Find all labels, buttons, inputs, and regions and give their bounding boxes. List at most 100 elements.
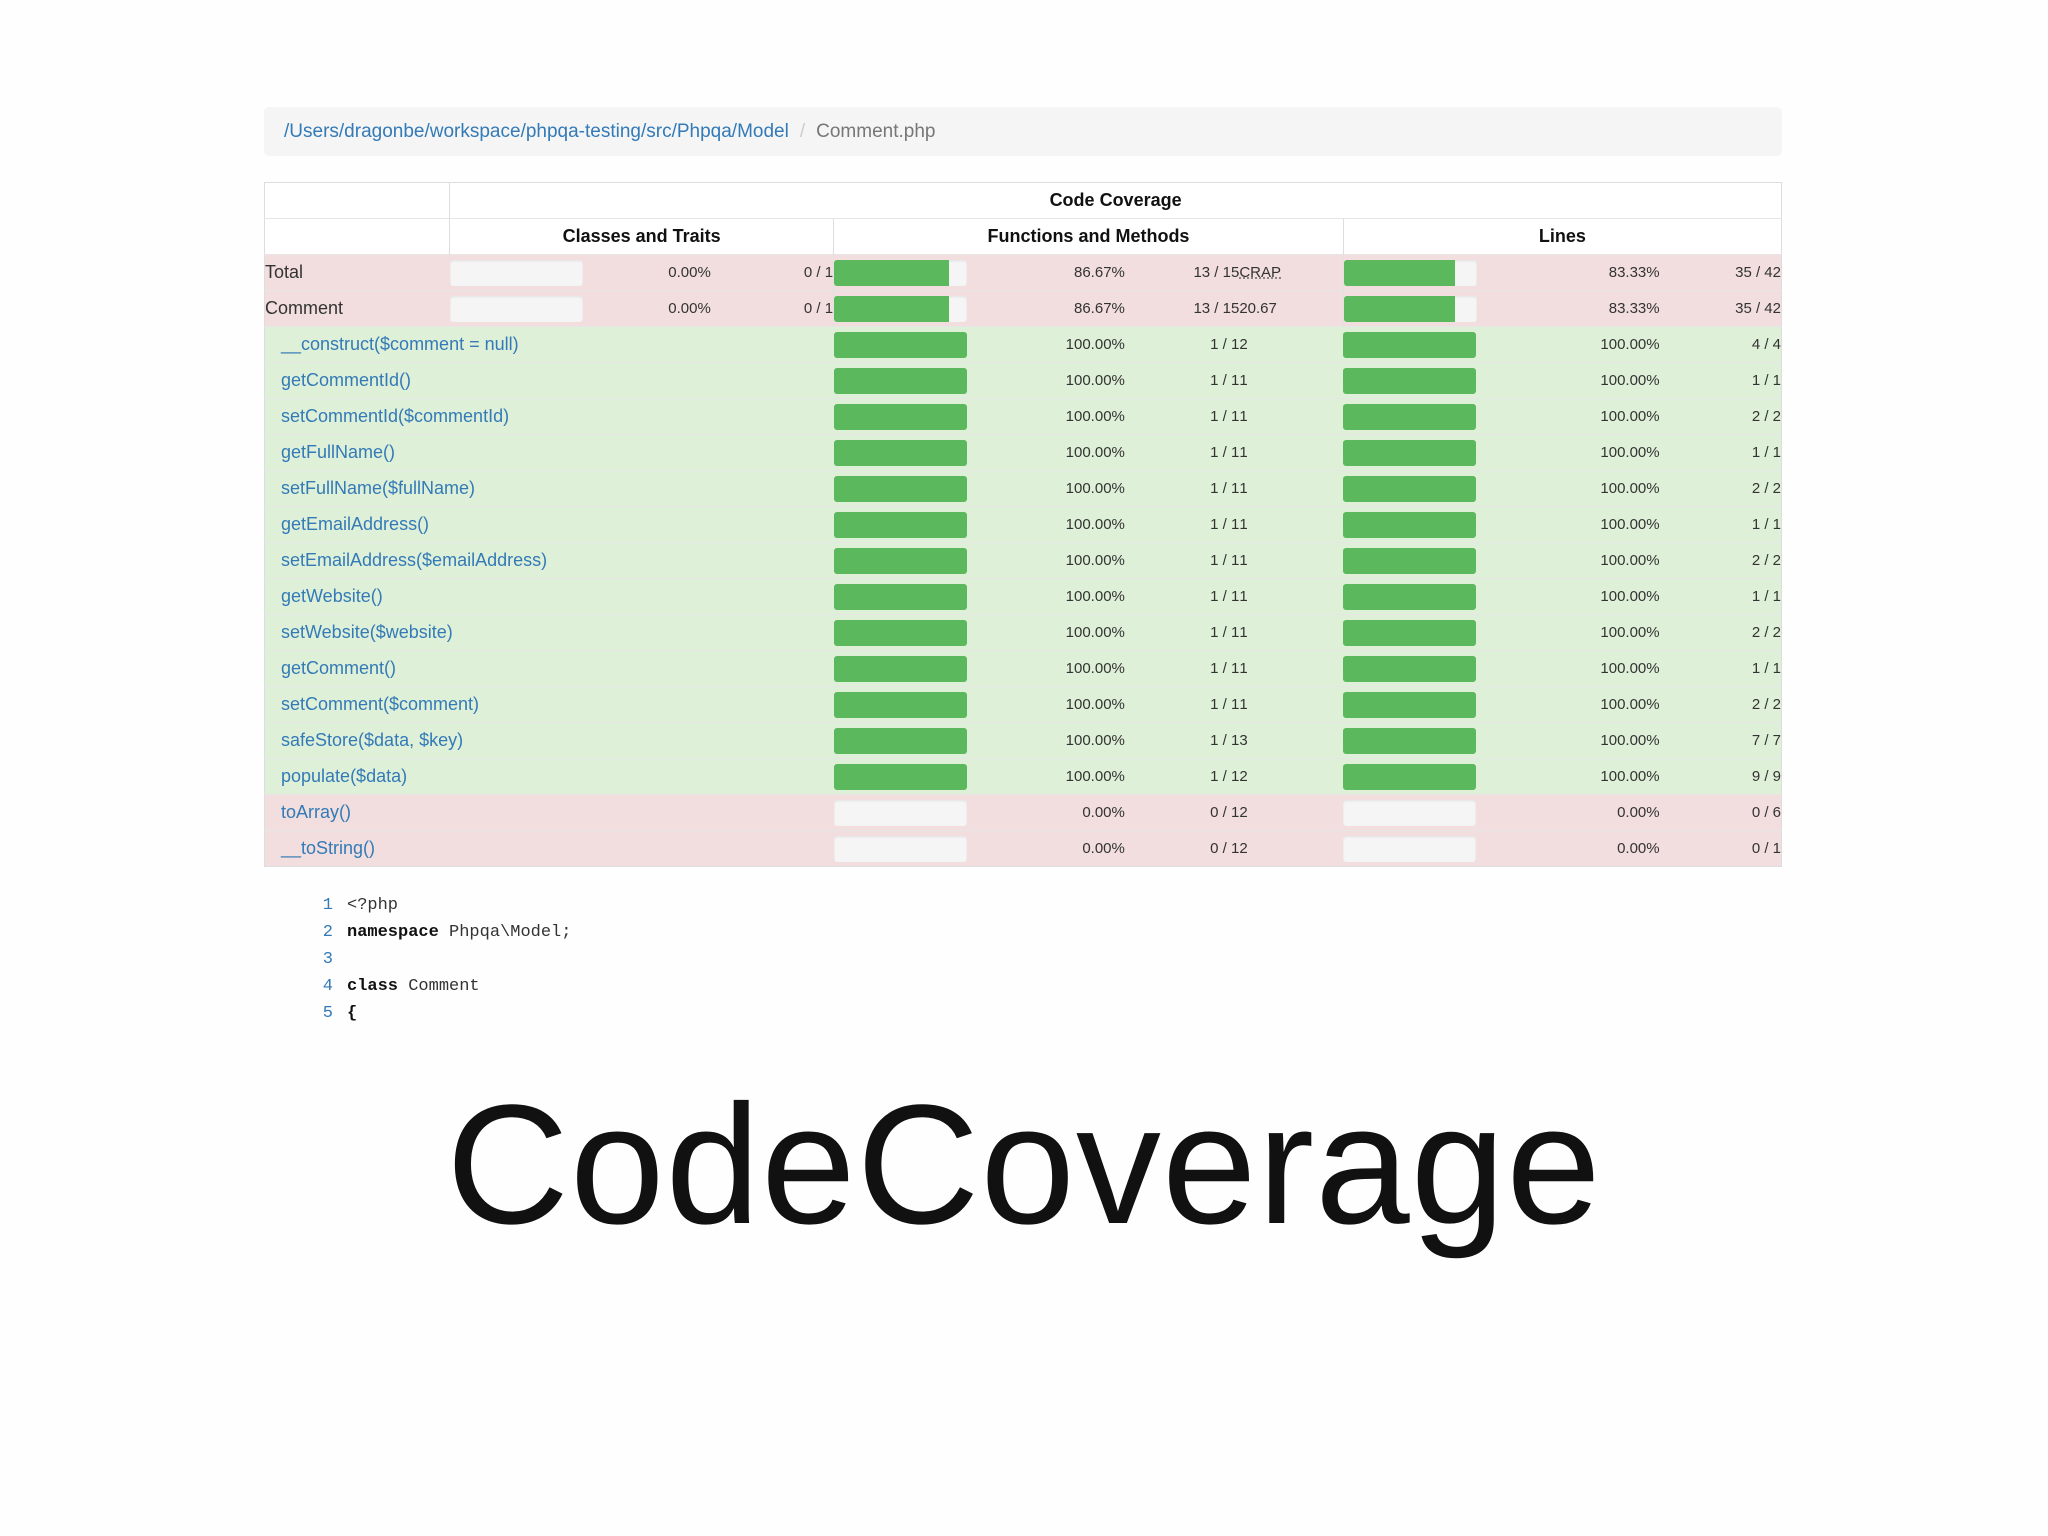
lines-progress-bar-cell [1343, 794, 1506, 831]
functions-progress-bar-cell [833, 650, 990, 687]
functions-progress-bar-cell [833, 254, 990, 291]
line-number[interactable]: 5 [322, 1004, 333, 1023]
breadcrumb-path-link[interactable]: /Users/dragonbe/workspace/phpqa-testing/… [284, 120, 789, 142]
lines-count: 35 / 42 [1659, 254, 1782, 291]
method-link[interactable]: getCommentId() [281, 370, 412, 390]
functions-progress-bar-fill [833, 619, 967, 646]
lines-percent: 100.00% [1505, 362, 1660, 399]
line-number[interactable]: 1 [322, 896, 333, 915]
crap-value: 2 [1239, 830, 1344, 867]
functions-percent: 100.00% [989, 470, 1125, 507]
lines-progress-bar [1343, 439, 1477, 466]
lines-progress-bar [1343, 799, 1477, 826]
lines-progress-bar-fill [1343, 727, 1477, 754]
method-link[interactable]: toArray() [281, 802, 352, 822]
functions-progress-bar-fill [834, 295, 950, 322]
method-row: __construct($comment = null) 100.00% 1 / 1… [264, 326, 1782, 363]
method-link[interactable]: setFullName($fullName) [281, 478, 476, 498]
breadcrumb-separator: / [799, 120, 806, 142]
functions-progress-bar-cell [833, 434, 990, 471]
lines-percent: 100.00% [1505, 722, 1660, 759]
lines-count: 35 / 42 [1659, 290, 1782, 327]
method-name-cell: setWebsite($website) [264, 614, 834, 651]
lines-progress-bar-cell [1343, 506, 1506, 543]
functions-progress-bar-fill [833, 547, 967, 574]
lines-count: 7 / 7 [1659, 722, 1782, 759]
lines-percent: 0.00% [1505, 830, 1660, 867]
method-name-cell: toArray() [264, 794, 834, 831]
method-name-cell: getEmailAddress() [264, 506, 834, 543]
method-row: setEmailAddress($emailAddress) 100.00% 1 /… [264, 542, 1782, 579]
method-link[interactable]: getWebsite() [281, 586, 383, 606]
method-link[interactable]: setComment($comment) [281, 694, 480, 714]
method-link[interactable]: setEmailAddress($emailAddress) [281, 550, 548, 570]
functions-progress-bar-fill [833, 655, 967, 682]
method-row: setComment($comment) 100.00% 1 / 1 1 100.00%… [264, 686, 1782, 723]
functions-progress-bar-fill [833, 439, 967, 466]
code-line: 1 <?php [300, 892, 571, 919]
method-link[interactable]: safeStore($data, $key) [281, 730, 464, 750]
classes-progress-bar [449, 295, 583, 322]
crap-value: 2 [1239, 794, 1344, 831]
classes-progress-bar-cell [449, 254, 602, 291]
lines-progress-bar-fill [1343, 475, 1477, 502]
lines-percent: 100.00% [1505, 326, 1660, 363]
lines-percent: 100.00% [1505, 542, 1660, 579]
method-link[interactable]: __construct($comment = null) [281, 334, 519, 354]
crap-value: 1 [1239, 506, 1344, 543]
lines-percent: 83.33% [1505, 290, 1660, 327]
functions-progress-bar-cell [833, 758, 990, 795]
lines-progress-bar-cell [1343, 470, 1506, 507]
method-link[interactable]: setCommentId($commentId) [281, 406, 510, 426]
functions-progress-bar-cell [833, 398, 990, 435]
slide-title: CodeCoverage [446, 1070, 1602, 1260]
functions-progress-bar-cell [833, 362, 990, 399]
functions-count: 1 / 1 [1124, 362, 1240, 399]
code-line: 5{ [300, 1000, 571, 1027]
functions-progress-bar [833, 727, 967, 754]
line-number[interactable]: 2 [322, 923, 333, 942]
method-row: getEmailAddress() 100.00% 1 / 1 1 100.00% 1 /… [264, 506, 1782, 543]
functions-progress-bar [834, 295, 968, 322]
classes-percent: 0.00% [601, 290, 711, 327]
line-number[interactable]: 4 [322, 977, 333, 996]
functions-progress-bar-cell [833, 686, 990, 723]
method-link[interactable]: __toString() [281, 838, 376, 858]
method-link[interactable]: populate($data) [281, 766, 408, 786]
line-number[interactable]: 3 [322, 950, 333, 969]
method-row: getFullName() 100.00% 1 / 1 1 100.00% 1 / 1 [264, 434, 1782, 471]
functions-percent: 100.00% [989, 578, 1125, 615]
lines-progress-bar-fill [1343, 763, 1477, 790]
lines-count: 2 / 2 [1659, 686, 1782, 723]
lines-progress-bar-cell [1343, 362, 1506, 399]
classes-count: 0 / 1 [710, 290, 834, 327]
crap-value: 1 [1239, 470, 1344, 507]
functions-count: 13 / 15 [1124, 290, 1240, 327]
lines-percent: 100.00% [1505, 470, 1660, 507]
lines-progress-bar-cell [1343, 722, 1506, 759]
method-name-cell: setCommentId($commentId) [264, 398, 834, 435]
functions-progress-bar [833, 511, 967, 538]
code-text: Phpqa\Model; [438, 923, 572, 942]
method-link[interactable]: getEmailAddress() [281, 514, 430, 534]
breadcrumb: /Users/dragonbe/workspace/phpqa-testing/… [264, 107, 1782, 156]
source-code-preview: 1 <?php 2 namespace Phpqa\Model; 3 4 class Com… [300, 892, 572, 1027]
functions-progress-bar [833, 331, 967, 358]
method-name-cell: setFullName($fullName) [264, 470, 834, 507]
header-lines: Lines [1342, 218, 1782, 255]
row-name: Comment [264, 290, 450, 327]
method-link[interactable]: getFullName() [281, 442, 396, 462]
method-name-cell: getCommentId() [264, 362, 834, 399]
lines-percent: 0.00% [1505, 794, 1660, 831]
method-link[interactable]: setWebsite($website) [281, 622, 453, 642]
lines-progress-bar-cell [1343, 578, 1506, 615]
functions-count: 1 / 1 [1124, 326, 1240, 363]
functions-percent: 0.00% [989, 794, 1125, 831]
lines-count: 1 / 1 [1659, 650, 1782, 687]
functions-progress-bar-cell [833, 830, 990, 867]
summary-row: Comment 0.00% 0 / 1 86.67% 13 / 15 20.67 83.33… [264, 290, 1782, 327]
functions-progress-bar-fill [833, 691, 967, 718]
crap-value: 1 [1239, 614, 1344, 651]
method-link[interactable]: getComment() [281, 658, 397, 678]
lines-progress-bar [1343, 763, 1477, 790]
